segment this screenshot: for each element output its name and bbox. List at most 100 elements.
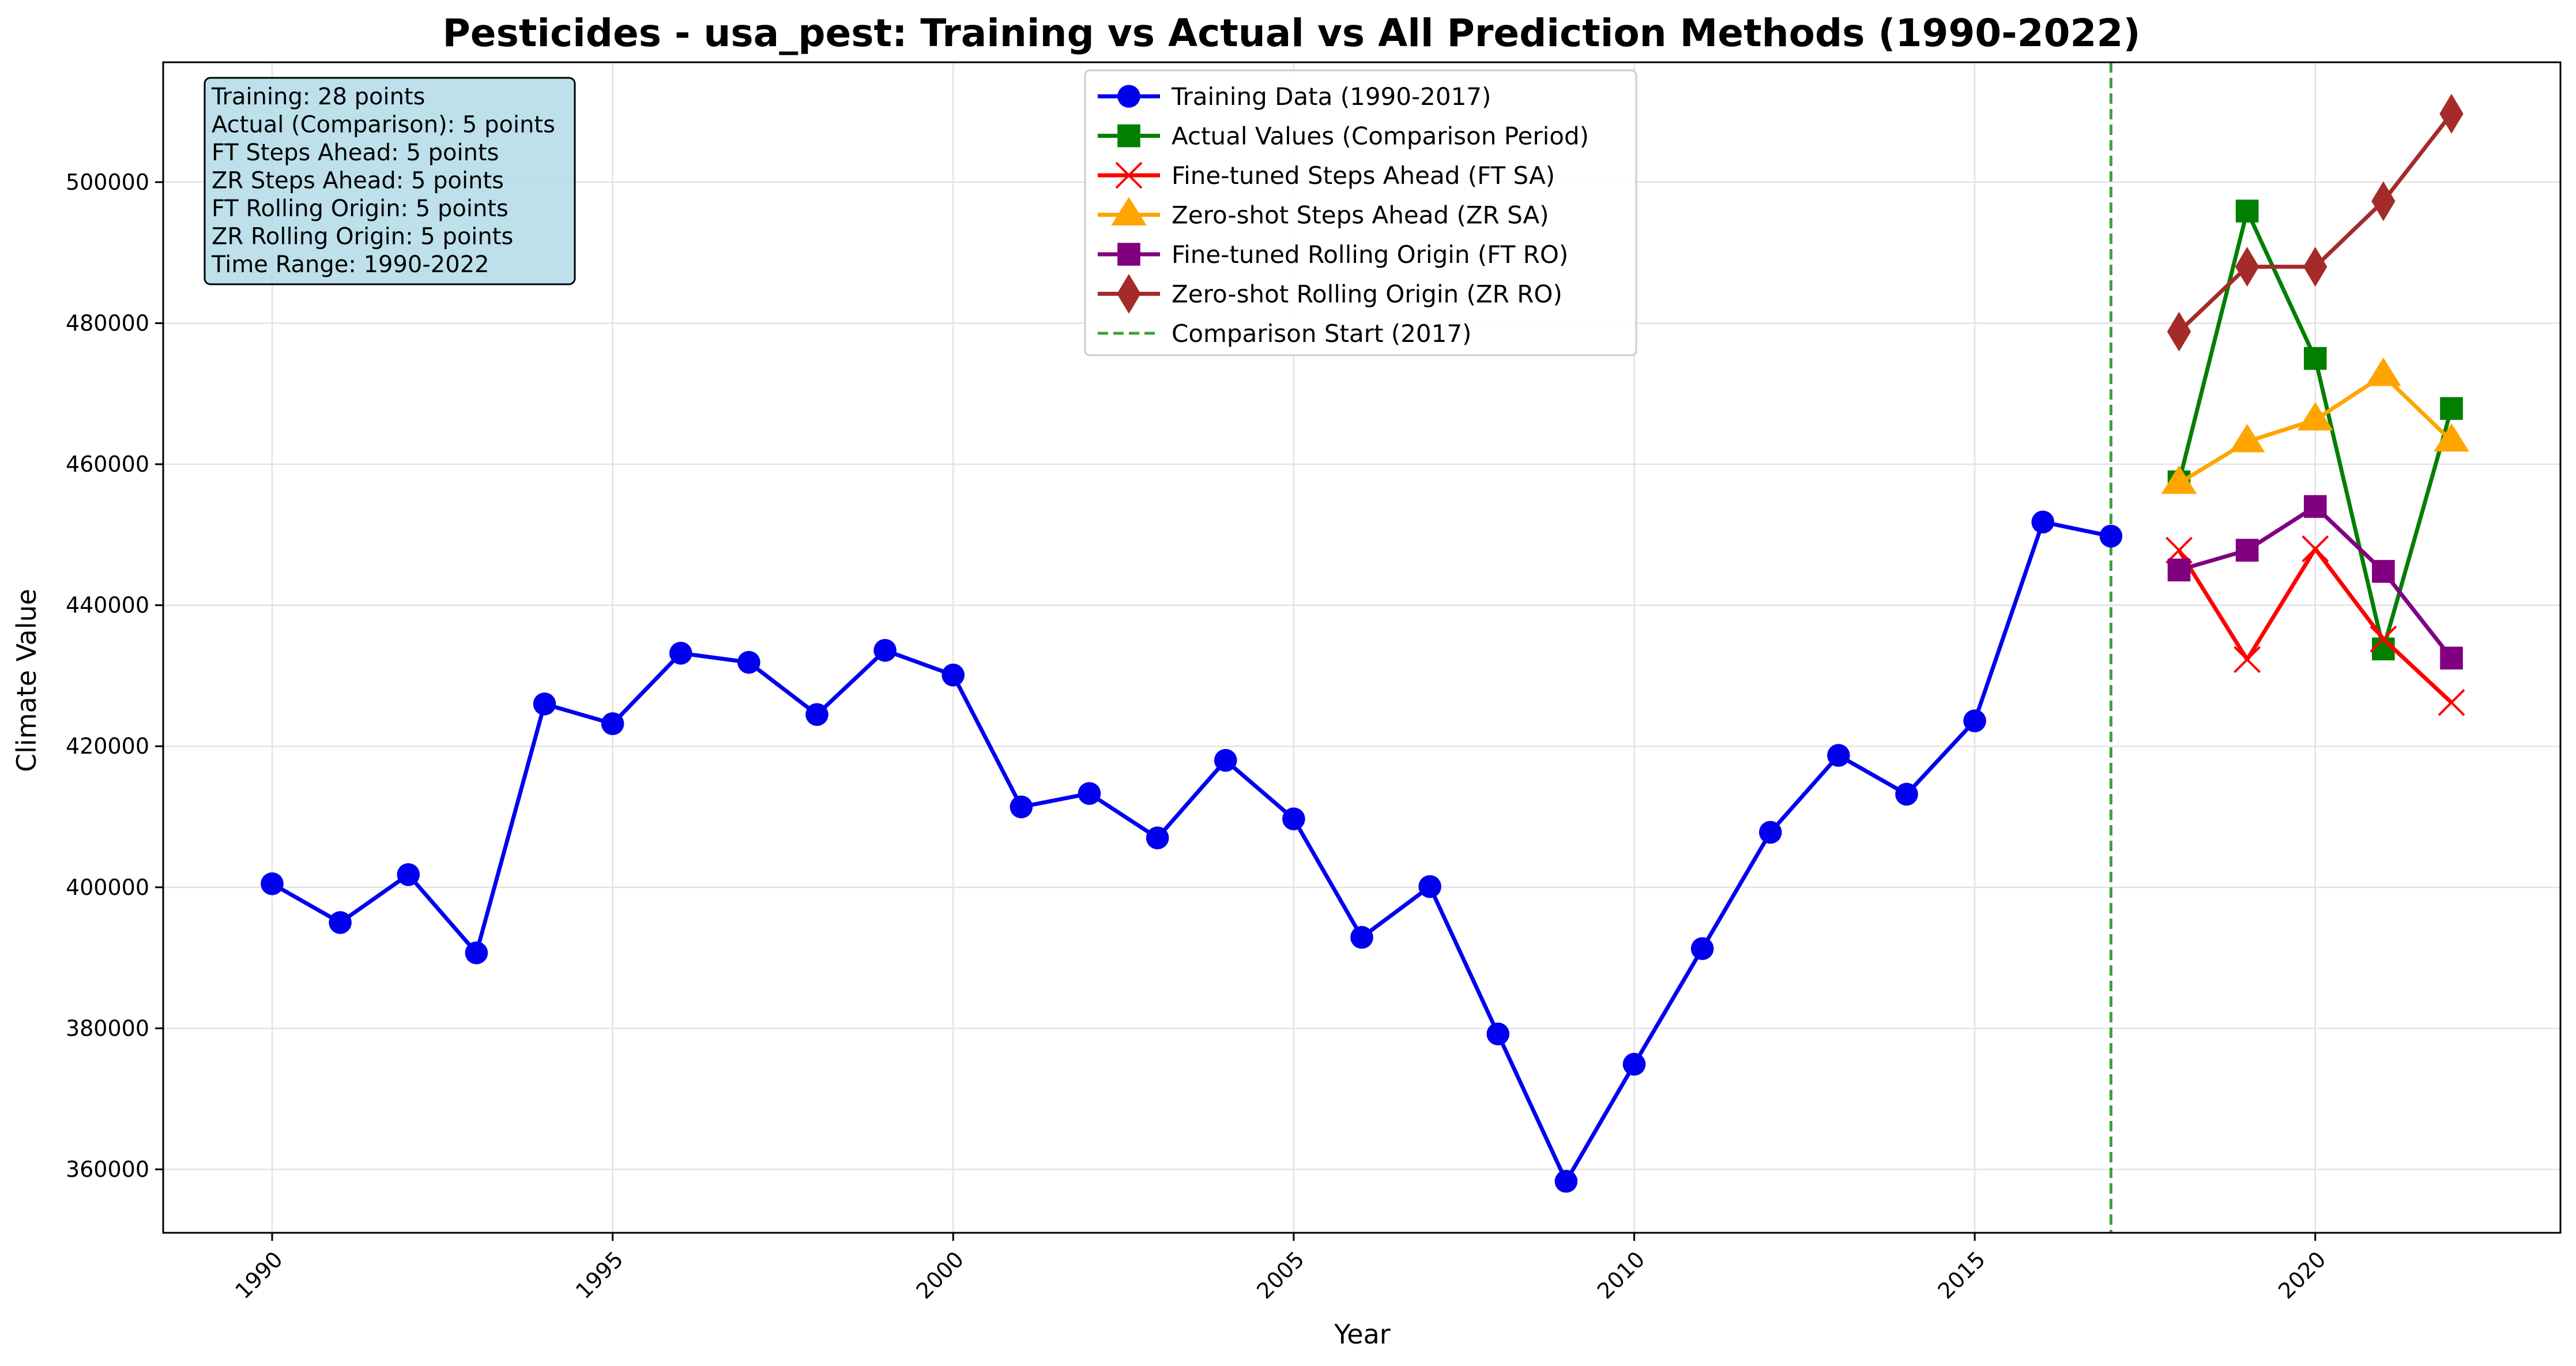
legend-frame bbox=[1084, 69, 1637, 356]
data-point bbox=[1690, 937, 1714, 960]
plot-frame bbox=[162, 61, 2562, 1234]
data-point bbox=[1963, 709, 1986, 732]
series-4 bbox=[2167, 495, 2463, 670]
chart-title: Pesticides - usa_pest: Training vs Actua… bbox=[442, 11, 2140, 55]
data-point bbox=[465, 941, 488, 965]
legend-entry: Fine-tuned Steps Ahead (FT SA) bbox=[1098, 161, 1555, 190]
info-line: FT Rolling Origin: 5 points bbox=[212, 195, 509, 222]
data-point bbox=[2438, 688, 2465, 716]
legend-entry: Comparison Start (2017) bbox=[1098, 319, 1471, 348]
legend-marker bbox=[1117, 85, 1140, 108]
legend: Training Data (1990-2017) Actual Values (… bbox=[1084, 69, 1637, 356]
legend-label: Fine-tuned Steps Ahead (FT SA) bbox=[1172, 161, 1555, 190]
data-point bbox=[2302, 535, 2329, 563]
legend-marker bbox=[1111, 197, 1147, 225]
data-point bbox=[805, 703, 828, 726]
data-point bbox=[329, 911, 352, 934]
data-point bbox=[601, 712, 624, 735]
data-point bbox=[261, 872, 284, 895]
y-tick-label: 420000 bbox=[66, 733, 149, 759]
data-point bbox=[397, 863, 420, 886]
series-5 bbox=[2167, 93, 2464, 352]
data-point bbox=[873, 639, 897, 662]
data-point bbox=[2372, 560, 2395, 583]
data-point bbox=[1554, 1169, 1578, 1193]
data-point bbox=[2099, 524, 2123, 548]
info-line: Time Range: 1990-2022 bbox=[211, 251, 489, 278]
y-tick-label: 400000 bbox=[66, 875, 149, 900]
data-point bbox=[1418, 875, 1441, 898]
series-layer bbox=[261, 93, 2469, 1193]
data-point bbox=[2031, 510, 2055, 534]
data-point bbox=[2440, 397, 2463, 420]
series-line bbox=[271, 520, 2112, 1184]
legend-label: Comparison Start (2017) bbox=[1172, 319, 1471, 348]
y-tick-label: 380000 bbox=[66, 1015, 149, 1041]
data-point bbox=[2366, 358, 2401, 386]
data-point bbox=[2297, 402, 2333, 431]
data-point bbox=[669, 641, 692, 665]
y-tick-label: 460000 bbox=[66, 451, 149, 477]
y-tick-label: 480000 bbox=[66, 310, 149, 336]
legend-entry: Zero-shot Steps Ahead (ZR SA) bbox=[1098, 197, 1549, 229]
data-point bbox=[1827, 744, 1850, 767]
data-point bbox=[1622, 1052, 1646, 1076]
legend-label: Fine-tuned Rolling Origin (FT RO) bbox=[1172, 240, 1568, 269]
y-tick-label: 360000 bbox=[66, 1157, 149, 1182]
data-point bbox=[1486, 1022, 1510, 1045]
info-line: FT Steps Ahead: 5 points bbox=[212, 140, 499, 166]
data-point bbox=[2235, 200, 2259, 223]
data-point bbox=[1214, 748, 1237, 772]
info-line: Training: 28 points bbox=[211, 84, 425, 110]
data-point bbox=[2439, 93, 2464, 134]
legend-label: Training Data (1990-2017) bbox=[1171, 82, 1491, 111]
data-point bbox=[2434, 423, 2469, 452]
series-2 bbox=[2166, 535, 2465, 716]
data-point bbox=[2303, 247, 2328, 287]
legend-label: Actual Values (Comparison Period) bbox=[1172, 122, 1589, 150]
data-point bbox=[1010, 795, 1033, 819]
info-box-frame bbox=[204, 77, 576, 285]
data-point bbox=[2303, 495, 2327, 518]
data-point bbox=[1282, 807, 1305, 830]
legend-entry: Fine-tuned Rolling Origin (FT RO) bbox=[1098, 240, 1568, 269]
data-point bbox=[2371, 181, 2396, 221]
x-axis-label: Year bbox=[1334, 1319, 1390, 1350]
data-point bbox=[1758, 821, 1782, 844]
y-axis-label: Climate Value bbox=[11, 589, 42, 772]
data-point bbox=[1078, 782, 1101, 805]
legend-label: Zero-shot Rolling Origin (ZR RO) bbox=[1172, 280, 1562, 308]
data-point bbox=[2440, 646, 2463, 670]
data-point bbox=[1146, 826, 1169, 849]
data-point bbox=[1350, 925, 1373, 949]
info-line: ZR Steps Ahead: 5 points bbox=[212, 168, 504, 194]
y-tick-label: 440000 bbox=[66, 593, 149, 618]
legend-entry: Zero-shot Rolling Origin (ZR RO) bbox=[1098, 274, 1562, 314]
data-point bbox=[2235, 539, 2259, 562]
data-point bbox=[2161, 465, 2197, 494]
data-point bbox=[2370, 625, 2397, 653]
data-point bbox=[2235, 247, 2259, 287]
data-point bbox=[2167, 558, 2191, 582]
data-point bbox=[737, 650, 760, 674]
data-point bbox=[2229, 424, 2265, 453]
legend-marker bbox=[1117, 124, 1140, 148]
info-line: Actual (Comparison): 5 points bbox=[212, 112, 555, 138]
data-point bbox=[1895, 782, 1918, 806]
data-point bbox=[2234, 646, 2261, 673]
legend-marker bbox=[1117, 274, 1141, 314]
data-point bbox=[2167, 311, 2191, 352]
series-0 bbox=[261, 510, 2123, 1193]
info-line: ZR Rolling Origin: 5 points bbox=[212, 224, 513, 250]
legend-entry: Actual Values (Comparison Period) bbox=[1098, 122, 1589, 150]
y-tick-label: 500000 bbox=[66, 170, 149, 195]
legend-marker bbox=[1117, 243, 1140, 266]
data-point bbox=[533, 693, 556, 716]
data-point bbox=[2303, 347, 2327, 370]
data-point bbox=[941, 663, 965, 687]
legend-label: Zero-shot Steps Ahead (ZR SA) bbox=[1172, 201, 1549, 229]
series-3 bbox=[2161, 358, 2469, 494]
legend-entry: Training Data (1990-2017) bbox=[1098, 82, 1491, 111]
